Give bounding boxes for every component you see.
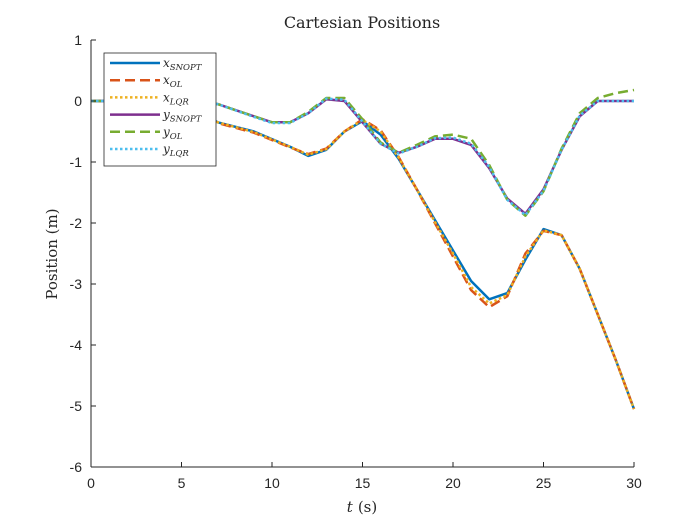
x-axis-label-unit: (s)	[358, 498, 377, 516]
legend-label: xSNOPT	[163, 56, 203, 73]
y-tick-label: -4	[70, 337, 83, 353]
y-tick-label: -3	[70, 276, 83, 292]
legend-label-subscript: SNOPT	[170, 115, 203, 125]
chart-title: Cartesian Positions	[284, 13, 440, 32]
series-line-y-lqr	[91, 97, 634, 217]
legend-label-base: x	[163, 73, 170, 87]
legend-label-subscript: SNOPT	[170, 63, 203, 73]
y-tick-label: -5	[70, 398, 83, 414]
legend-label-base: y	[162, 125, 170, 139]
x-tick-label: 25	[536, 475, 552, 491]
legend-label-base: y	[162, 142, 170, 156]
legend-label-subscript: LQR	[169, 97, 190, 107]
legend-box	[103, 52, 217, 167]
x-tick-label: 0	[87, 475, 95, 491]
x-tick-label: 30	[626, 475, 642, 491]
legend-label: ySNOPT	[162, 108, 203, 125]
legend-label-base: x	[163, 56, 170, 70]
x-tick-label: 20	[445, 475, 461, 491]
x-axis-label: t (s)	[347, 498, 377, 516]
legend-label: yLQR	[162, 142, 189, 159]
legend-label-base: x	[163, 90, 170, 104]
legend-label-base: y	[162, 108, 170, 122]
x-tick-label: 5	[178, 475, 186, 491]
legend-label: yOL	[162, 125, 183, 142]
series-layer	[91, 88, 636, 410]
series-line-x-lqr	[91, 99, 636, 410]
y-tick-label: -2	[70, 215, 83, 231]
y-axis-label: Position (m)	[43, 208, 61, 299]
legend-label: xLQR	[163, 90, 189, 107]
legend-label: xOL	[163, 73, 183, 90]
legend-label-subscript: OL	[170, 132, 183, 142]
y-tick-label: -6	[70, 459, 83, 475]
y-tick-label: 1	[74, 32, 82, 48]
x-tick-label: 10	[264, 475, 280, 491]
legend-label-subscript: LQR	[169, 149, 190, 159]
y-tick-label: -1	[70, 154, 83, 170]
y-tick-label: 0	[74, 93, 82, 109]
legend-label-subscript: OL	[170, 80, 183, 90]
x-tick-label: 15	[355, 475, 371, 491]
x-axis-label-var: t	[347, 498, 354, 516]
